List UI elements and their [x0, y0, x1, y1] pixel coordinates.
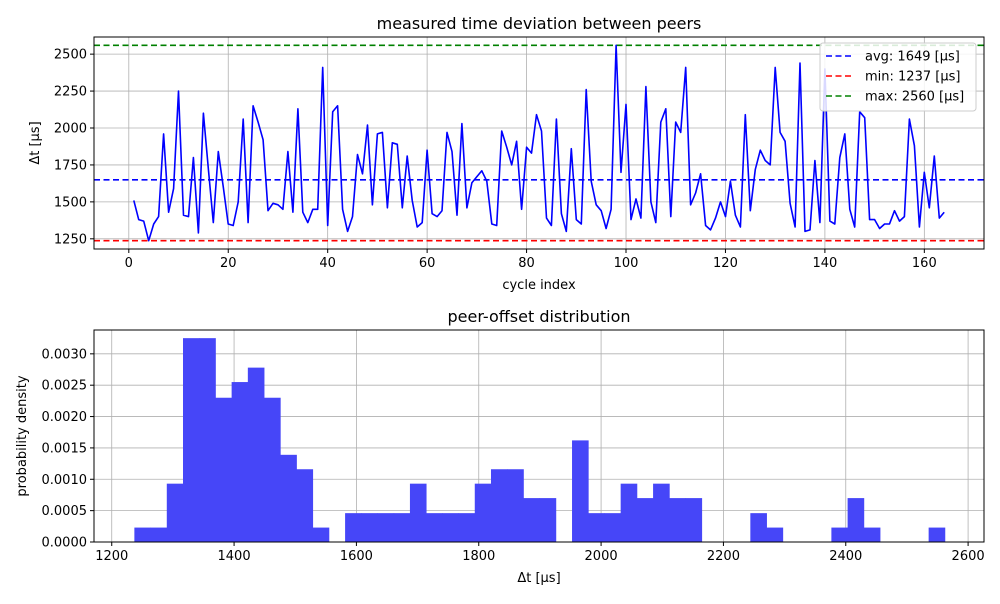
x-tick-label: 2200: [707, 549, 740, 564]
histogram-bar: [377, 513, 395, 542]
x-tick-label: 1200: [95, 549, 128, 564]
y-tick-label: 1250: [54, 232, 87, 247]
histogram-bar: [345, 513, 362, 542]
x-tick-label: 120: [713, 256, 738, 271]
histogram-bar: [539, 498, 557, 542]
x-tick-label: 60: [419, 256, 436, 271]
y-tick-label: 0.0000: [42, 536, 88, 551]
x-tick-label: 2400: [829, 549, 862, 564]
line-chart-y-label: Δt [µs]: [28, 121, 43, 164]
line-series: [133, 44, 945, 242]
y-tick-label: 0.0005: [42, 504, 88, 519]
histogram-frame: [93, 329, 985, 543]
histogram-bar: [766, 527, 784, 542]
histogram-bar: [199, 338, 216, 542]
x-tick-label: 80: [518, 256, 535, 271]
histogram-bar: [150, 527, 168, 542]
y-tick-label: 1500: [54, 195, 87, 210]
histogram-bar: [490, 469, 508, 542]
x-tick-label: 140: [812, 256, 837, 271]
y-tick-label: 0.0015: [42, 441, 88, 456]
series-line: [133, 44, 945, 242]
line-chart-x-label: cycle index: [502, 278, 576, 293]
y-tick-label: 0.0020: [42, 410, 88, 425]
histogram-bar: [393, 513, 411, 542]
y-tick-label: 1750: [54, 158, 87, 173]
histogram-bar: [507, 469, 524, 542]
histogram-bar: [134, 527, 151, 542]
histogram-bar: [426, 513, 443, 542]
histogram-bar: [653, 483, 670, 542]
legend-label: avg: 1649 [µs]: [865, 50, 960, 65]
line-chart-y-ticks: 1250 1500 1750 2000 2250 2500: [54, 48, 94, 247]
x-tick-label: 100: [614, 256, 639, 271]
histogram-title: peer-offset distribution: [448, 307, 631, 326]
histogram-bar: [474, 483, 492, 542]
histogram-bar: [685, 498, 703, 542]
histogram-bar: [847, 498, 865, 542]
histogram-bar: [409, 483, 427, 542]
histogram-bar: [442, 513, 459, 542]
line-chart-frame: [93, 36, 985, 250]
legend-label: max: 2560 [µs]: [865, 90, 964, 105]
y-tick-label: 0.0010: [42, 473, 88, 488]
histogram-bar: [831, 527, 848, 542]
histogram-bar: [296, 469, 314, 542]
histogram-bar: [604, 513, 622, 542]
histogram-bars: [134, 338, 946, 542]
x-tick-label: 40: [319, 256, 336, 271]
y-tick-label: 2250: [54, 85, 87, 100]
histogram-bar: [669, 498, 686, 542]
x-tick-label: 20: [220, 256, 237, 271]
x-tick-label: 160: [912, 256, 937, 271]
line-chart-legend: avg: 1649 [µs] min: 1237 [µs] max: 2560 [µ…: [819, 42, 977, 112]
line-chart-panel: measured time deviation between peers 0 2…: [28, 14, 985, 293]
y-tick-label: 2500: [54, 48, 87, 63]
y-tick-label: 0.0025: [42, 379, 88, 394]
x-tick-label: 2000: [585, 549, 618, 564]
histogram-x-ticks: 1200 1400 1600 1800 2000 2200 2400 2600: [95, 542, 985, 564]
line-chart-x-ticks: 0 20 40 60 80 100 120 140 160: [125, 249, 937, 271]
legend-label: min: 1237 [µs]: [865, 70, 960, 85]
x-tick-label: 1800: [462, 549, 495, 564]
histogram-panel: peer-offset distribution 1200 1400 1600 180…: [15, 307, 985, 586]
legend-box: [819, 42, 977, 112]
histogram-bar: [572, 440, 589, 542]
x-tick-label: 0: [125, 256, 133, 271]
line-chart-title: measured time deviation between peers: [377, 14, 702, 33]
histogram-bar: [247, 367, 265, 542]
histogram-bar: [750, 513, 767, 542]
histogram-y-ticks: 0.0000 0.0005 0.0010 0.0015 0.0020 0.0025 0.00…: [42, 347, 94, 551]
x-tick-label: 2600: [952, 549, 985, 564]
histogram-bar: [928, 527, 946, 542]
x-tick-label: 1600: [340, 549, 373, 564]
y-tick-label: 0.0030: [42, 347, 88, 362]
histogram-bar: [636, 498, 654, 542]
histogram-bar: [312, 527, 330, 542]
histogram-bar: [620, 483, 638, 542]
histogram-bar: [280, 454, 297, 542]
y-tick-label: 2000: [54, 122, 87, 137]
histogram-bar: [361, 513, 378, 542]
histogram-bar: [863, 527, 881, 542]
histogram-bar: [458, 513, 476, 542]
histogram-y-label: probability density: [15, 375, 30, 496]
histogram-bar: [588, 513, 605, 542]
histogram-bar: [523, 498, 541, 542]
histogram-bar: [166, 483, 184, 542]
histogram-bar: [183, 338, 200, 542]
x-tick-label: 1400: [218, 549, 251, 564]
histogram-bar: [231, 382, 249, 542]
histogram-x-label: Δt [µs]: [517, 571, 560, 586]
histogram-bar: [215, 397, 233, 542]
histogram-bar: [264, 397, 281, 542]
